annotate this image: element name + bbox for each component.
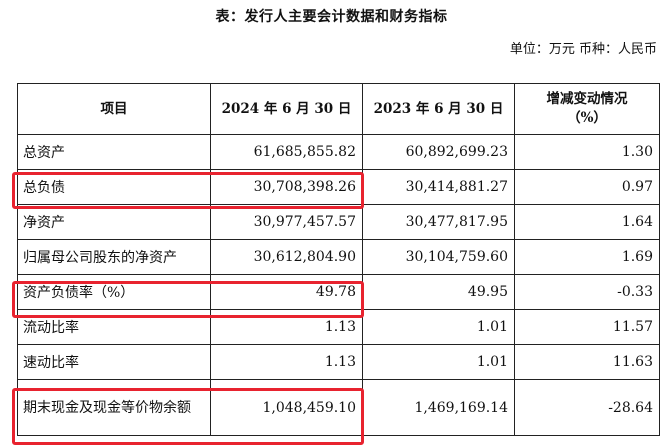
row-value-2023: 30,414,881.27 [362, 169, 515, 205]
table-row-total-assets: 总资产 61,685,855.82 60,892,699.23 1.30 [17, 134, 660, 170]
header-2023: 2023 年 6 月 30 日 [362, 83, 515, 135]
row-change: 1.64 [514, 204, 660, 240]
table-row-net-assets: 净资产 30,977,457.57 30,477,817.95 1.64 [17, 204, 660, 240]
row-value-2024: 30,612,804.90 [210, 239, 363, 275]
row-item-label: 速动比率 [17, 344, 211, 380]
row-item-label: 净资产 [17, 204, 211, 240]
row-item-label: 流动比率 [17, 309, 211, 345]
header-change-unit: （%） [567, 110, 607, 126]
row-value-2024: 61,685,855.82 [210, 134, 363, 170]
row-value-2023: 1.01 [362, 309, 515, 345]
table-row-current-ratio: 流动比率 1.13 1.01 11.57 [17, 309, 660, 345]
row-value-2024: 1.13 [210, 309, 363, 345]
row-change: 11.57 [514, 309, 660, 345]
row-value-2023: 60,892,699.23 [362, 134, 515, 170]
row-value-2024: 30,708,398.26 [210, 169, 363, 205]
header-change: 增减变动情况 （%） [514, 83, 660, 135]
unit-currency-note: 单位：万元 币种：人民币 [509, 42, 657, 57]
header-2024: 2024 年 6 月 30 日 [210, 83, 363, 135]
row-item-label: 归属母公司股东的净资产 [17, 239, 211, 275]
row-value-2023: 30,477,817.95 [362, 204, 515, 240]
row-value-2024: 1.13 [210, 344, 363, 380]
row-change: 1.30 [514, 134, 660, 170]
row-item-label: 总资产 [17, 134, 211, 170]
row-value-2024: 1,048,459.10 [210, 379, 363, 436]
row-change: -0.33 [514, 274, 660, 310]
row-change: 11.63 [514, 344, 660, 380]
row-item-label: 总负债 [17, 169, 211, 205]
table-row-total-liabilities: 总负债 30,708,398.26 30,414,881.27 0.97 [17, 169, 660, 205]
row-value-2023: 49.95 [362, 274, 515, 310]
financial-indicators-table: 项目 2024 年 6 月 30 日 2023 年 6 月 30 日 增减变动情… [17, 83, 660, 436]
financial-indicators-table-container: 项目 2024 年 6 月 30 日 2023 年 6 月 30 日 增减变动情… [17, 83, 660, 436]
header-item: 项目 [17, 83, 211, 135]
row-value-2024: 30,977,457.57 [210, 204, 363, 240]
table-row-ending-cash: 期末现金及现金等价物余额 1,048,459.10 1,469,169.14 -… [17, 379, 660, 436]
row-change: 0.97 [514, 169, 660, 205]
header-change-label: 增减变动情况 [546, 91, 628, 107]
row-item-label: 资产负债率（%） [17, 274, 211, 310]
row-item-label: 期末现金及现金等价物余额 [17, 379, 211, 436]
table-row-debt-ratio: 资产负债率（%） 49.78 49.95 -0.33 [17, 274, 660, 310]
row-value-2023: 30,104,759.60 [362, 239, 515, 275]
table-header-row: 项目 2024 年 6 月 30 日 2023 年 6 月 30 日 增减变动情… [17, 83, 660, 135]
row-value-2023: 1.01 [362, 344, 515, 380]
row-change: -28.64 [514, 379, 660, 436]
document-title: 表：发行人主要会计数据和财务指标 [215, 9, 448, 25]
row-value-2023: 1,469,169.14 [362, 379, 515, 436]
row-change: 1.69 [514, 239, 660, 275]
table-row-parent-equity: 归属母公司股东的净资产 30,612,804.90 30,104,759.60 … [17, 239, 660, 275]
table-row-quick-ratio: 速动比率 1.13 1.01 11.63 [17, 344, 660, 380]
row-value-2024: 49.78 [210, 274, 363, 310]
